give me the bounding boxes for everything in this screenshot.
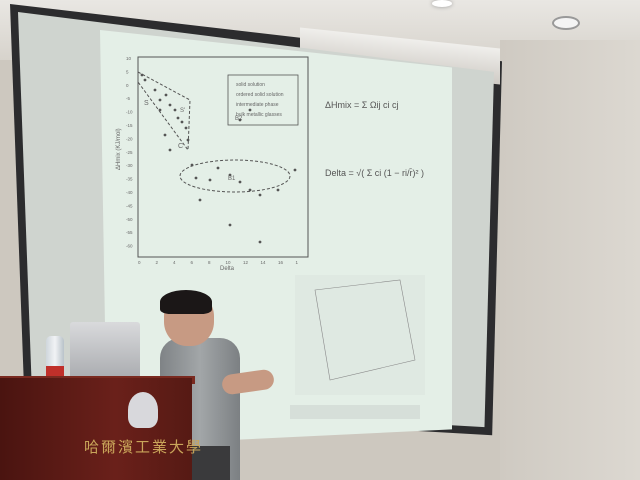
chart-frame bbox=[137, 56, 309, 258]
y-tick-label: -40 bbox=[126, 190, 133, 195]
data-point bbox=[168, 103, 172, 107]
region-label: S bbox=[144, 100, 149, 107]
data-point bbox=[143, 78, 147, 82]
region-s bbox=[137, 71, 191, 152]
legend-item: bulk metallic glasses bbox=[236, 112, 282, 118]
data-point bbox=[238, 180, 242, 184]
y-tick-label: -50 bbox=[126, 217, 133, 222]
data-point bbox=[198, 198, 202, 202]
y-tick-label: -55 bbox=[126, 230, 133, 235]
region-label: B2 bbox=[235, 116, 243, 122]
data-point bbox=[163, 133, 167, 137]
ceiling-light bbox=[552, 16, 580, 30]
y-tick-label: -15 bbox=[126, 123, 133, 128]
data-point bbox=[194, 176, 198, 180]
podium bbox=[0, 378, 192, 480]
y-tick-label: -25 bbox=[126, 150, 133, 155]
y-tick-label: -60 bbox=[126, 244, 133, 249]
data-point bbox=[258, 240, 262, 244]
figure-caption bbox=[290, 405, 420, 419]
y-tick-label: -10 bbox=[126, 110, 133, 115]
data-point bbox=[276, 188, 280, 192]
region-b1 bbox=[179, 159, 291, 193]
data-point bbox=[176, 116, 180, 120]
enthalpy-formula: ΔHmix = Σ Ωij ci cj bbox=[325, 100, 399, 110]
legend-item: ordered solid solution bbox=[236, 92, 284, 98]
x-tick-label: 1 bbox=[296, 260, 299, 265]
data-point bbox=[180, 120, 184, 124]
x-tick-label: 4 bbox=[173, 260, 176, 265]
x-tick-label: 0 bbox=[138, 260, 141, 265]
data-point bbox=[248, 108, 252, 112]
axis-ticks: 10 5 0 -5 -10 -15 -20 -25 -30 -35 -40 -45 -50 -55 -60 0… bbox=[126, 56, 299, 265]
x-tick-label: 2 bbox=[156, 260, 159, 265]
data-point bbox=[208, 178, 212, 182]
slide-graphics: solid solution ordered solid solution in… bbox=[116, 56, 425, 419]
delta-formula: Delta = √( Σ ci (1 − ri/r̄)² ) bbox=[325, 168, 425, 178]
region-label: C bbox=[178, 143, 183, 150]
data-point bbox=[248, 188, 252, 192]
x-tick-label: 6 bbox=[191, 260, 194, 265]
y-tick-label: 0 bbox=[126, 83, 129, 88]
data-point bbox=[173, 108, 177, 112]
data-point bbox=[216, 166, 220, 170]
data-point bbox=[190, 163, 194, 167]
3d-chart-axes bbox=[314, 279, 416, 381]
y-tick-label: -45 bbox=[126, 203, 133, 208]
legend-item: solid solution bbox=[236, 82, 265, 88]
x-axis-label: Delta bbox=[220, 266, 235, 272]
legend-item: intermediate phase bbox=[236, 102, 279, 108]
laptop bbox=[70, 322, 140, 382]
x-tick-label: 8 bbox=[208, 260, 211, 265]
y-tick-label: -5 bbox=[126, 96, 130, 101]
region-label: S' bbox=[180, 108, 185, 114]
scatter-points bbox=[140, 73, 297, 244]
data-point bbox=[158, 98, 162, 102]
data-point bbox=[184, 126, 188, 130]
university-logo bbox=[128, 392, 158, 428]
y-tick-label: 5 bbox=[126, 69, 129, 74]
x-tick-label: 12 bbox=[243, 260, 249, 265]
y-tick-label: -30 bbox=[126, 163, 133, 168]
x-tick-label: 16 bbox=[278, 260, 284, 265]
data-point bbox=[228, 173, 232, 177]
podium-inscription: 哈爾濱工業大學 bbox=[84, 438, 204, 456]
region-label: B1 bbox=[228, 176, 236, 182]
data-point bbox=[238, 118, 242, 122]
secondary-3d-chart bbox=[295, 275, 425, 395]
presenter-trousers bbox=[190, 446, 230, 480]
data-point bbox=[140, 73, 144, 77]
data-point bbox=[168, 148, 172, 152]
presenter-hair bbox=[160, 290, 212, 314]
data-point bbox=[293, 168, 297, 172]
wall bbox=[500, 40, 640, 480]
y-axis-label: ΔHmix (KJ/mol) bbox=[116, 128, 122, 170]
data-point bbox=[258, 193, 262, 197]
y-tick-label: -20 bbox=[126, 136, 133, 141]
data-point bbox=[158, 108, 162, 112]
legend-box bbox=[227, 74, 299, 126]
data-point bbox=[228, 223, 232, 227]
data-point bbox=[186, 138, 190, 142]
y-tick-label: -35 bbox=[126, 177, 133, 182]
x-tick-label: 10 bbox=[226, 260, 232, 265]
data-point bbox=[153, 88, 157, 92]
ceiling-light bbox=[432, 0, 452, 7]
y-tick-label: 10 bbox=[126, 56, 132, 61]
x-tick-label: 14 bbox=[261, 260, 267, 265]
bottle-label bbox=[46, 366, 64, 376]
data-point bbox=[164, 93, 168, 97]
